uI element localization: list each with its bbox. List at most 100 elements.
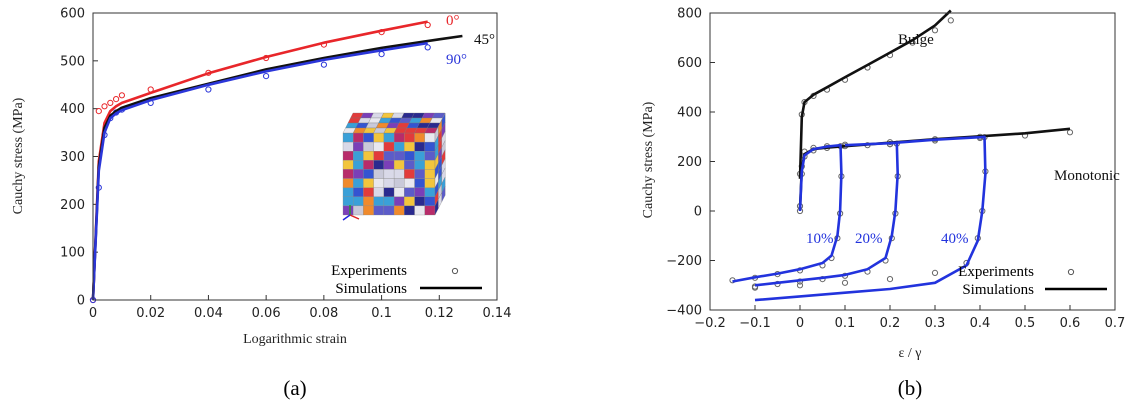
inset-grain-cell [353, 141, 364, 152]
panel-a-ytick-label: 200 [60, 198, 85, 213]
inset-grain-cell [404, 205, 415, 216]
simulation-line-20 [754, 141, 900, 287]
inset-axis-x [349, 214, 360, 220]
inset-grain-cell [414, 141, 425, 152]
panel-a-xtick-label: 0 [89, 306, 97, 321]
simulation-line-bulge [798, 9, 952, 179]
inset-grain-cell [393, 196, 405, 207]
inset-grain-cell [373, 132, 385, 143]
annotation-20-percent: 20% [855, 231, 883, 247]
inset-grain-cell [353, 169, 364, 179]
chart-panel-b: −0.2 −0.1 0 0.1 0.2 0.3 0.4 0.5 0.6 0.7 −400 −200 0 2… [641, 7, 1125, 401]
experiment-point-40 [841, 279, 849, 286]
panel-a-xlabel: Logarithmic strain [243, 332, 347, 347]
panel-a-xtick-label: 0.04 [194, 306, 223, 321]
chart-panel-a: 0 0.02 0.04 0.06 0.08 0.1 0.12 0.14 0 100 200 300 40… [11, 7, 511, 401]
panel-b-xtick-label: 0.2 [880, 316, 901, 331]
inset-grain-cell [393, 187, 405, 197]
annotation-0-degree: 0° [446, 13, 460, 29]
experiment-point-0 [107, 99, 114, 107]
experiment-point-bulge [931, 27, 939, 34]
inset-grain-cell [363, 132, 374, 143]
inset-grain-cell [424, 196, 436, 207]
panel-a-legend-experiments-label: Experiments [331, 263, 407, 279]
inset-grain-cell [414, 196, 425, 207]
inset-grain-cell [363, 141, 374, 152]
inset-grain-cell [353, 196, 364, 207]
inset-grain-cell [414, 205, 425, 216]
panel-b-xtick-label: 0.3 [925, 316, 946, 331]
inset-grain-cell [363, 169, 374, 179]
panel-b-xtick-label: 0 [796, 316, 804, 331]
panel-b-xtick-label: −0.1 [739, 316, 771, 331]
inset-grain-cell [363, 151, 374, 161]
inset-grain-cell [414, 151, 425, 161]
inset-grain-cell [404, 196, 415, 207]
inset-grain-cell [414, 178, 425, 188]
panel-a-ytick-label: 600 [60, 7, 85, 22]
inset-grain-cell [404, 187, 415, 197]
experiment-point-0 [113, 96, 120, 103]
panel-a-xtick-label: 0.12 [425, 306, 454, 321]
panel-b-xtick-label: 0.7 [1105, 316, 1126, 331]
panel-b-xlabel: ε / γ [899, 346, 922, 361]
inset-grain-cell [353, 151, 364, 161]
panel-a-xtick-label: 0.14 [483, 306, 512, 321]
inset-grain-cell [393, 178, 405, 188]
annotation-monotonic: Monotonic [1054, 168, 1120, 184]
inset-grain-cell [342, 196, 354, 207]
simulation-line-40 [754, 135, 987, 302]
inset-grain-cell [342, 205, 354, 216]
inset-grain-cell [353, 160, 364, 170]
inset-grain-cell [404, 151, 415, 161]
inset-grain-cell [414, 160, 425, 170]
experiment-point-bulge [947, 17, 954, 24]
inset-grain-cell [383, 141, 395, 152]
panel-a-xtick-label: 0.06 [252, 306, 281, 321]
panel-b-ytick-label: 200 [677, 155, 702, 170]
inset-grain-cell [342, 141, 354, 152]
inset-grain-cell [363, 196, 374, 207]
panel-a-ytick-label: 100 [60, 246, 85, 261]
inset-grain-cell [373, 187, 385, 197]
inset-grain-cell [353, 205, 364, 216]
annotation-90-degree: 90° [446, 52, 467, 68]
inset-grain-cell [414, 169, 425, 179]
inset-grain-cell [424, 141, 436, 152]
panel-b-ytick-label: 0 [694, 205, 702, 220]
inset-grain-cell [393, 151, 405, 161]
experiment-point-0 [95, 108, 102, 115]
panel-b-xtick-label: 0.6 [1060, 316, 1081, 331]
inset-grain-cell [342, 151, 354, 161]
inset-grain-cell [342, 169, 354, 179]
inset-grain-cell [393, 141, 405, 152]
panel-a-xtick-label: 0.02 [136, 306, 165, 321]
inset-grain-cell [383, 205, 395, 216]
inset-grain-cell [393, 160, 405, 170]
panel-a-legend-simulations-label: Simulations [335, 281, 407, 297]
experiment-point-90 [205, 86, 212, 93]
inset-grain-cell [353, 178, 364, 188]
panel-b-axes-frame [709, 12, 1116, 311]
inset-grain-cell [373, 178, 385, 188]
inset-grain-cell [373, 160, 385, 170]
panel-b-legend-experiments-marker [1067, 268, 1075, 276]
experiment-point-90 [263, 73, 270, 80]
inset-grain-cell [383, 132, 395, 143]
microstructure-inset [342, 112, 446, 221]
experiment-point-0 [101, 103, 108, 110]
inset-grain-cell [342, 178, 354, 188]
inset-grain-cell [363, 178, 374, 188]
inset-grain-cell [424, 187, 436, 197]
experiment-point-40 [886, 276, 894, 283]
panel-b-simulation-lines [732, 9, 1071, 302]
inset-grain-cell [404, 169, 415, 179]
panel-a-simulation-lines [91, 20, 463, 301]
experiment-point-40 [931, 269, 939, 276]
panel-a-xtick-label: 0.08 [309, 306, 338, 321]
panel-b-ytick-label: −200 [666, 254, 702, 269]
experiment-point-40 [796, 282, 804, 289]
panel-b-ticks: −0.2 −0.1 0 0.1 0.2 0.3 0.4 0.5 0.6 0.7 −400 −200 0 2… [666, 7, 1125, 332]
panel-b-xtick-label: −0.2 [694, 316, 726, 331]
